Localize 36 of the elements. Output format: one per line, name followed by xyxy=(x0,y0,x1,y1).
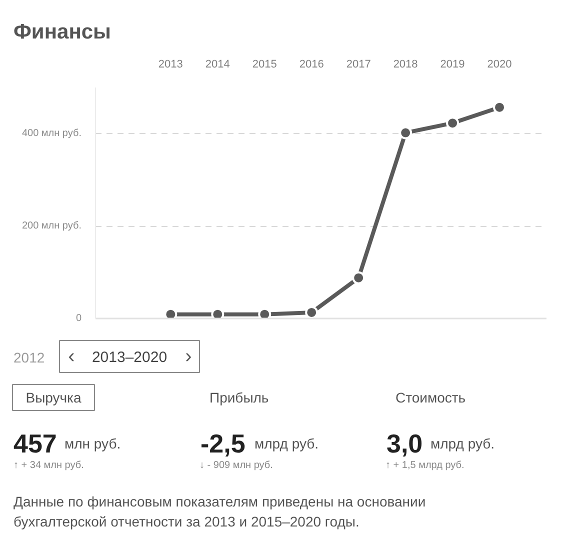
point xyxy=(305,306,318,318)
text: ↓ - 909 млн руб. xyxy=(200,460,273,471)
x-tick-label: 2014 xyxy=(205,58,230,70)
x-tick-label: 2015 xyxy=(252,58,277,70)
point xyxy=(352,271,366,284)
text: › xyxy=(185,346,192,368)
point xyxy=(258,308,272,318)
point xyxy=(446,116,460,130)
text: 3,0 xyxy=(386,428,423,458)
text: млрд руб. xyxy=(254,436,319,452)
text: млн руб. xyxy=(64,436,121,452)
text: ↑ + 1,5 млрд руб. xyxy=(386,460,464,471)
x-tick-label: 2013 xyxy=(158,58,183,70)
x-tick-label: 2018 xyxy=(393,58,418,70)
y-tick-label: 200 млн руб. xyxy=(22,220,82,232)
y-tick-label: 400 млн руб. xyxy=(22,128,82,140)
text: 2012 xyxy=(14,350,45,366)
text: ↑ + 34 млн руб. xyxy=(14,460,84,471)
x-tick-label: 2020 xyxy=(487,58,512,70)
text: -2,5 xyxy=(200,428,246,458)
point xyxy=(164,308,178,318)
text: Данные по финансовым показателям приведены на основании бухгалтерской отчетности за 2013 и 2015–2020 годы. xyxy=(14,494,426,530)
text: Прибыль xyxy=(210,390,269,406)
text: ‹ xyxy=(68,346,75,368)
chart-title: Финансы xyxy=(14,20,111,44)
x-tick-label: 2017 xyxy=(346,58,371,70)
text: млрд руб. xyxy=(430,436,495,452)
x-tick-label: 2016 xyxy=(299,58,324,70)
text: 457 xyxy=(14,428,57,458)
x-tick-label: 2019 xyxy=(440,58,465,70)
point xyxy=(211,308,224,318)
point xyxy=(399,126,412,140)
text: Выручка xyxy=(26,390,82,406)
y-tick-label: 0 xyxy=(76,313,82,324)
text: Стоимость xyxy=(396,390,466,406)
text: 2013–2020 xyxy=(92,349,168,366)
